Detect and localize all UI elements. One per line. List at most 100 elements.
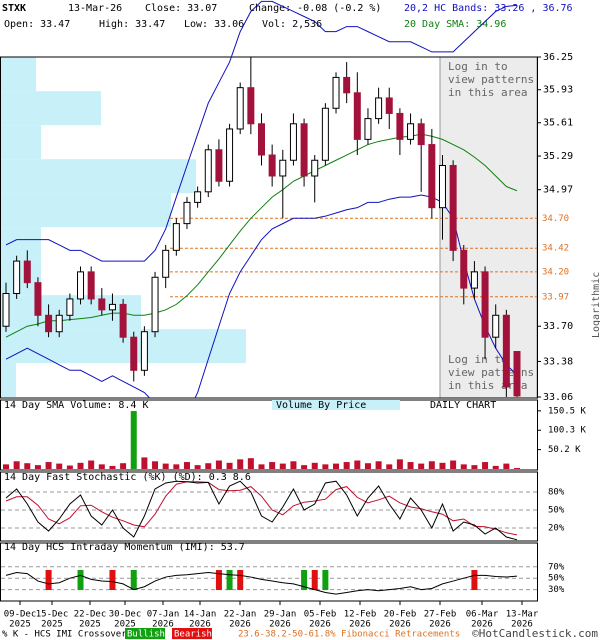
volume-bar [428, 461, 435, 469]
stoch-tick-label: 20% [548, 524, 565, 534]
candle-body [66, 298, 74, 316]
volume-bar [237, 459, 244, 469]
stoch-tick-label: 80% [548, 488, 565, 498]
volume-bar [98, 464, 105, 469]
candle-body [45, 314, 53, 333]
vbp-bar [1, 91, 101, 126]
candle-body [130, 336, 138, 371]
x-tick-label: 13-Mar [506, 610, 539, 620]
volume-bar [482, 462, 489, 469]
candle-body [194, 191, 202, 203]
x-tick-label: 2025 [79, 620, 101, 630]
volume-bar [301, 465, 308, 469]
x-tick-label: 2026 [229, 620, 251, 630]
candle-body [23, 260, 31, 284]
x-tick-label: 15-Dec [36, 610, 69, 620]
bullish-signal [301, 570, 308, 590]
bullish-signal [322, 570, 329, 590]
volume-bar [109, 465, 116, 469]
candle-body [215, 149, 223, 182]
imi-title: 14 Day HCS Intraday Momentum (IMI): 53.7 [4, 542, 245, 553]
sma-label: 20 Day SMA: 34.96 [404, 19, 506, 30]
open: Open: 33.47 [4, 19, 70, 30]
candle-body [279, 159, 287, 177]
vbp-bar [1, 57, 36, 92]
v-tick-label: 100.3 K [548, 426, 587, 436]
candle-body [513, 351, 521, 397]
candle-body [55, 314, 63, 333]
vbp-bar [1, 159, 196, 194]
candle-body [481, 271, 489, 338]
volume-bar [173, 464, 180, 469]
stoch-d [5, 481, 518, 536]
fib-label: 33.97 [542, 292, 569, 302]
volume-bar [269, 462, 276, 469]
x-tick-label: 06-Mar [466, 610, 499, 620]
v-tick-label: 150.5 K [548, 406, 587, 416]
stoch-tick-label: 50% [548, 506, 565, 516]
candle-body [470, 271, 478, 289]
volume-bar [375, 461, 382, 469]
candle-body [204, 149, 212, 193]
vbp-bar [1, 363, 16, 397]
locked-text: Log in to [448, 60, 508, 73]
volume-bar [514, 468, 520, 469]
change: Change: -0.08 (-0.2 %) [249, 3, 381, 14]
candle-body [289, 123, 297, 161]
volume-bar [386, 464, 393, 469]
candle-body [492, 314, 500, 338]
candle-body [151, 276, 159, 333]
x-tick-label: 2026 [269, 620, 291, 630]
candle-body [428, 144, 436, 209]
low: Low: 33.06 [184, 19, 244, 30]
volume-bar [24, 463, 31, 469]
candle-body [417, 123, 425, 146]
candle-body [460, 249, 468, 289]
bullish-signal [130, 570, 137, 590]
x-tick-label: 14-Jan [184, 610, 217, 620]
fib-label: 34.42 [542, 244, 569, 254]
volume-bar [492, 465, 499, 469]
x-tick-label: 22-Jan [224, 610, 257, 620]
x-tick-label: 20-Feb [384, 610, 417, 620]
y-tick-label: 36.25 [543, 52, 573, 63]
volume-bar [3, 464, 9, 469]
main-frame [0, 56, 538, 399]
candle-body [140, 331, 148, 371]
volume-frame [0, 399, 538, 471]
y-tick-label: 35.93 [543, 85, 573, 96]
bands-label: 20,2 HC Bands: 33.26 , 36.76 [404, 3, 573, 14]
y-tick-label: 35.61 [543, 118, 573, 129]
volume-bar [162, 463, 169, 469]
bearish-signal [311, 570, 318, 590]
x-tick-label: 2025 [41, 620, 63, 630]
x-tick-label: 2026 [511, 620, 533, 630]
volume-bar [77, 462, 84, 469]
bearish-signal [471, 570, 478, 590]
imi-line [5, 571, 518, 595]
imi-tick-label: 50% [548, 574, 565, 584]
x-tick-label: 2026 [349, 620, 371, 630]
bearish-signal [237, 570, 244, 590]
candle-body [385, 97, 393, 114]
candle-body [108, 303, 116, 311]
x-tick-label: 30-Dec [109, 610, 142, 620]
volume-bar [205, 463, 212, 469]
volume-bar [34, 465, 41, 469]
volume-bar [343, 462, 350, 469]
candle-body [396, 112, 404, 140]
y-tick-label: 33.38 [543, 356, 573, 367]
vbp-bar [1, 125, 41, 160]
vbp-title: Volume By Price [276, 400, 366, 411]
bullish-signal [226, 570, 233, 590]
bullish-signal [77, 570, 84, 590]
bullish-swatch [125, 628, 165, 639]
x-tick-label: 07-Jan [147, 610, 180, 620]
locked-text: in this area [448, 86, 527, 99]
scale-label: Logarithmic [591, 272, 600, 338]
vbp-title-bg [272, 400, 400, 410]
candle-body [375, 97, 383, 120]
imi-tick-label: 70% [548, 562, 565, 572]
